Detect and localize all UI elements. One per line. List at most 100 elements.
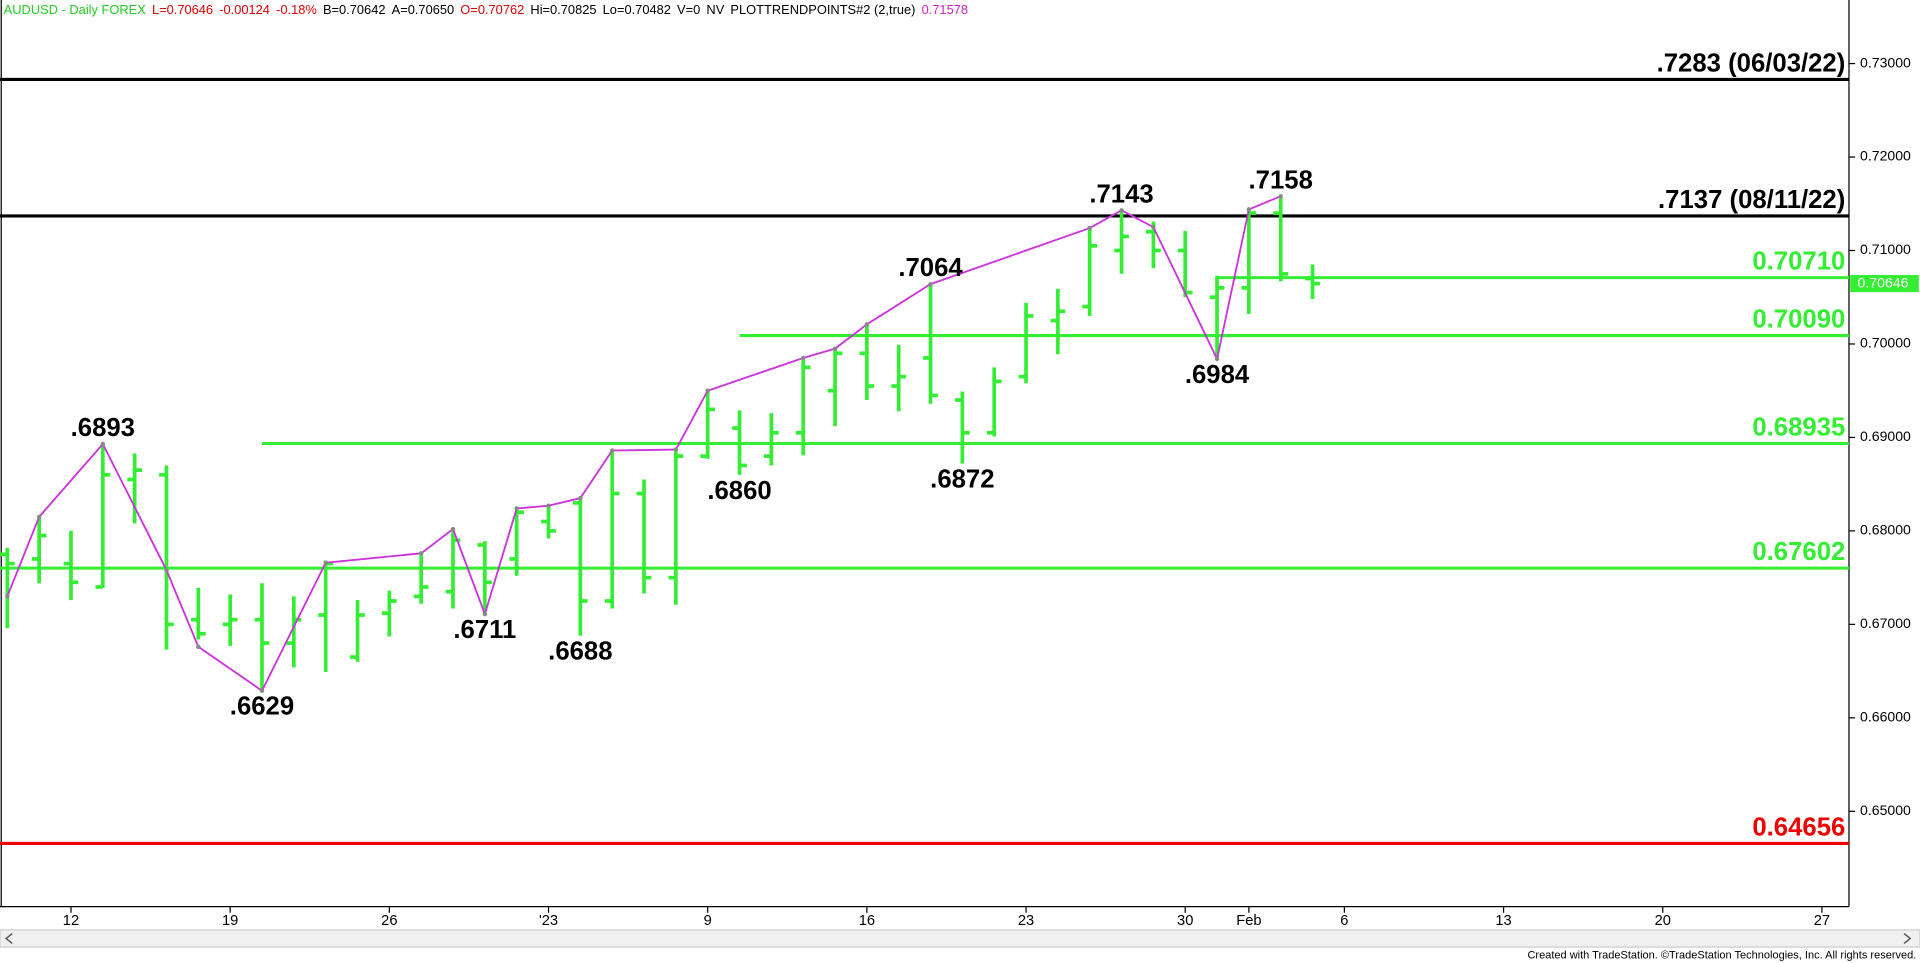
header-item: Lo=0.70482	[603, 2, 671, 17]
header-item: NV	[706, 2, 724, 17]
trend-point	[323, 560, 328, 565]
ohlc-bar	[159, 465, 174, 650]
pivot-label: .6984	[1185, 361, 1250, 389]
level-label: 0.70090	[1752, 306, 1845, 334]
x-tick-label: 20	[1655, 913, 1671, 929]
x-tick-label: 16	[859, 913, 875, 929]
trend-point	[1214, 356, 1220, 362]
trend-point	[705, 388, 710, 393]
pivot-label: .6860	[707, 477, 771, 505]
x-tick-label: 6	[1340, 913, 1348, 929]
ohlc-bar	[95, 443, 111, 589]
trend-point	[514, 506, 519, 511]
trend-point	[864, 322, 870, 327]
trend-point	[1119, 208, 1124, 213]
footer: Created with TradeStation. ©TradeStation…	[1527, 950, 1916, 962]
scrollbar[interactable]	[0, 929, 1920, 948]
pivot-label: .6629	[230, 693, 294, 721]
ohlc-bar	[509, 508, 525, 576]
ohlc-bar	[63, 530, 79, 601]
y-tick-label: 0.73000	[1860, 54, 1911, 70]
ohlc-bar	[541, 505, 556, 539]
ohlc-bar	[222, 594, 238, 646]
ohlc-bar	[1050, 288, 1066, 355]
y-tick-label: 0.70000	[1860, 335, 1911, 351]
ohlc-bar	[827, 348, 843, 427]
header-item: PLOTTRENDPOINTS#2 (2,true)	[730, 2, 915, 17]
pivot-label: .7158	[1249, 166, 1313, 194]
level-label: 0.68935	[1752, 414, 1845, 442]
trend-point	[36, 514, 42, 520]
ohlc-bar	[636, 479, 652, 594]
y-tick-label: 0.72000	[1860, 148, 1911, 164]
ohlc-bar	[604, 450, 620, 609]
ohlc-bar	[350, 600, 365, 662]
ohlc-bar	[381, 590, 397, 637]
last-price-tag	[1850, 275, 1919, 293]
trend-point	[196, 644, 201, 650]
ohlc-bar	[31, 516, 47, 584]
x-tick-label: 13	[1495, 913, 1511, 929]
trend-point	[100, 441, 106, 447]
header-item: AUDUSD - Daily FOREX	[4, 2, 147, 17]
x-tick-label: 9	[704, 913, 712, 929]
scroll-right[interactable]	[1903, 933, 1912, 944]
trend-point	[1278, 194, 1283, 199]
header-item: A=0.70650	[392, 2, 455, 17]
level-label: .7137 (08/11/22)	[1658, 186, 1845, 214]
trend-point	[609, 448, 615, 453]
scroll-left[interactable]	[4, 933, 13, 944]
ohlc-bar	[0, 547, 15, 629]
x-tick-label: 19	[222, 913, 238, 929]
level-label: 0.67602	[1752, 538, 1845, 566]
pivot-label: .6688	[548, 638, 612, 666]
trend-point	[1087, 225, 1092, 231]
y-tick-label: 0.68000	[1860, 522, 1911, 538]
trend-point	[578, 495, 583, 501]
ohlc-bar	[891, 344, 907, 412]
x-tick-label: 30	[1177, 913, 1193, 929]
pivot-label: .7143	[1089, 180, 1153, 208]
trend-point	[1151, 224, 1156, 230]
ohlc-bar	[1177, 230, 1193, 298]
ohlc-bar	[986, 367, 1002, 437]
trend-point	[1246, 207, 1252, 212]
x-tick-label: '23	[539, 913, 558, 929]
ohlc-bar	[923, 284, 938, 404]
ohlc-bar	[1273, 196, 1289, 282]
ohlc-bar	[732, 410, 747, 475]
y-tick-label: 0.67000	[1860, 615, 1911, 631]
ohlc-bar	[955, 391, 970, 464]
level-label: .7283 (06/03/22)	[1657, 50, 1846, 78]
ohlc-bar	[573, 496, 588, 636]
ohlc-bar	[1305, 264, 1320, 300]
header-item: Hi=0.70825	[530, 2, 596, 17]
y-tick-label: 0.66000	[1860, 709, 1911, 725]
pivot-label: .6711	[453, 616, 516, 644]
trend-point	[482, 611, 488, 617]
level-label: 0.64656	[1752, 814, 1845, 842]
trend-point	[450, 526, 456, 532]
ohlc-bar	[413, 553, 429, 604]
y-tick-label: 0.65000	[1860, 802, 1911, 818]
trend-point	[800, 355, 806, 361]
ohlc-bar	[700, 391, 716, 459]
level-label: 0.70710	[1752, 248, 1845, 276]
trend-point	[546, 503, 551, 508]
trend-point	[5, 594, 10, 599]
trend-point	[928, 281, 933, 287]
ohlc-bar	[254, 583, 270, 691]
x-tick-label: 23	[1018, 913, 1034, 929]
ohlc-bar	[764, 413, 779, 466]
pivot-label: .7064	[898, 254, 963, 282]
header-item: -0.18%	[276, 2, 317, 17]
y-tick-label: 0.71000	[1860, 241, 1911, 257]
trend-point	[418, 551, 424, 556]
ohlc-bar	[1082, 226, 1098, 316]
ohlc-bar	[1114, 210, 1129, 274]
ohlc-bar	[190, 587, 206, 640]
last-price-label: 0.70646	[1858, 274, 1909, 290]
ohlc-bar	[1209, 275, 1225, 359]
